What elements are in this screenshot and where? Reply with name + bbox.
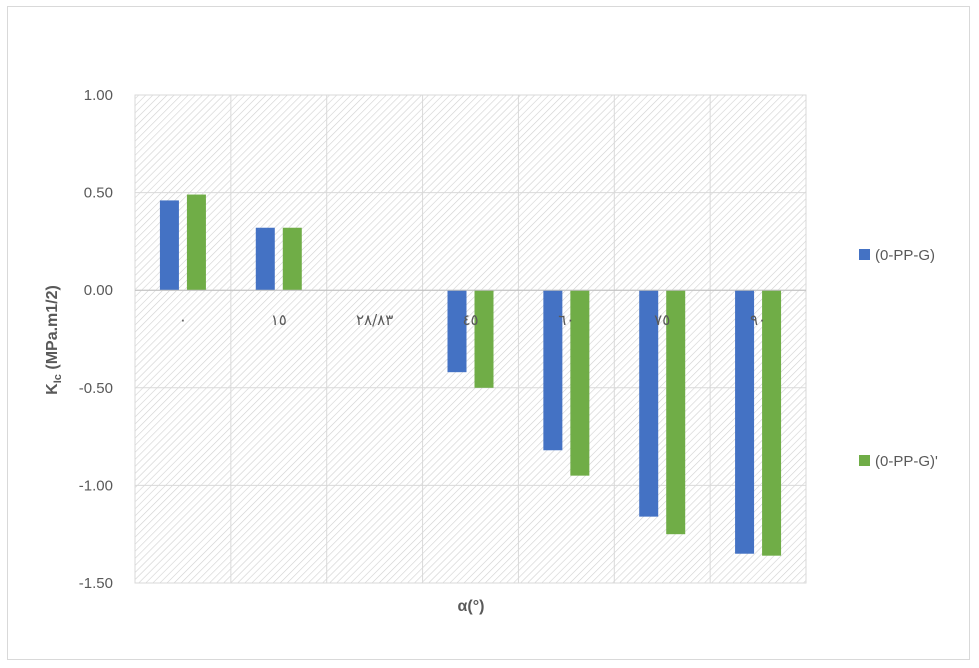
plot-area xyxy=(134,94,807,584)
x-axis-title: α(°) xyxy=(458,598,485,615)
y-axis-title-subscript: Ic xyxy=(52,374,64,383)
bar-series-2 xyxy=(282,227,302,291)
bar-series-2 xyxy=(186,194,206,291)
y-axis-ticks: 1.00 0.50 0.00 -0.50 -1.00 -1.50 xyxy=(79,87,113,592)
x-tick-label: ١٥ xyxy=(271,311,287,329)
bar-series-1 xyxy=(735,290,755,554)
bar-series-1 xyxy=(447,290,467,373)
gridlines xyxy=(134,94,807,584)
bars xyxy=(159,194,782,556)
x-tick-label: ٢٨/٨٣ xyxy=(356,311,393,329)
y-tick-label: -1.00 xyxy=(79,477,113,494)
legend-swatch-series-1 xyxy=(859,249,870,260)
x-tick-label: ٧٥ xyxy=(654,311,670,329)
y-tick-label: 0.50 xyxy=(84,185,113,202)
bar-series-1 xyxy=(639,290,659,517)
y-axis-title-rest: (MPa.m1/2) xyxy=(44,285,61,374)
y-tick-label: 1.00 xyxy=(84,87,113,104)
legend-label-series-1: (0-PP-G) xyxy=(875,247,935,264)
x-tick-label: ٤٥ xyxy=(462,311,478,329)
bar-series-2 xyxy=(570,290,590,476)
y-tick-label: -0.50 xyxy=(79,380,113,397)
x-axis-categories: ٠ ١٥ ٢٨/٨٣ ٤٥ ٦٠ ٧٥ ٩٠ xyxy=(179,311,766,329)
bar-series-1 xyxy=(543,290,563,451)
bar-series-2 xyxy=(762,290,782,556)
legend: (0-PP-G) (0-PP-G)' xyxy=(859,247,938,470)
x-tick-label: ٩٠ xyxy=(750,311,766,329)
bar-series-1 xyxy=(255,227,275,291)
bar-series-1 xyxy=(159,200,179,291)
legend-swatch-series-2 xyxy=(859,455,870,466)
y-tick-label: -1.50 xyxy=(79,575,113,592)
y-axis-title-main: K xyxy=(44,383,61,395)
x-tick-label: ٦٠ xyxy=(558,311,574,329)
x-tick-label: ٠ xyxy=(179,311,187,329)
y-axis-title: KIc (MPa.m1/2) xyxy=(44,285,64,395)
bar-series-2 xyxy=(474,290,494,388)
legend-label-series-2: (0-PP-G)' xyxy=(875,453,938,470)
y-tick-label: 0.00 xyxy=(84,282,113,299)
bar-series-2 xyxy=(666,290,686,535)
